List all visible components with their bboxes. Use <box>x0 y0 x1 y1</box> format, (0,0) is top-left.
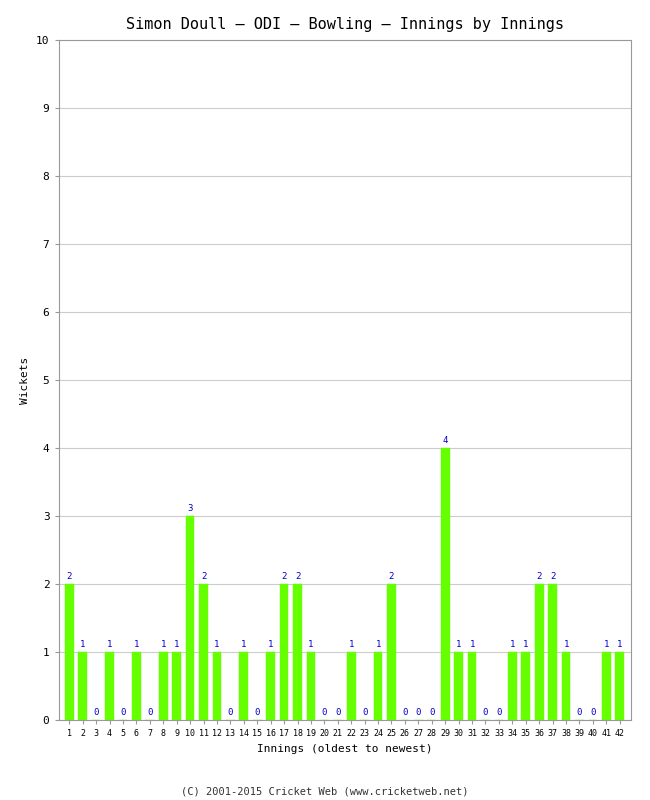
Bar <box>78 652 87 720</box>
Bar <box>132 652 141 720</box>
Text: 1: 1 <box>134 640 139 649</box>
Text: 1: 1 <box>107 640 112 649</box>
Bar <box>347 652 356 720</box>
Bar <box>535 584 543 720</box>
Text: 0: 0 <box>255 708 260 718</box>
Text: 1: 1 <box>80 640 85 649</box>
Bar <box>508 652 517 720</box>
Text: 2: 2 <box>536 571 542 581</box>
Text: 1: 1 <box>268 640 274 649</box>
Bar <box>199 584 208 720</box>
Bar <box>562 652 571 720</box>
Bar <box>213 652 221 720</box>
Text: 0: 0 <box>322 708 327 718</box>
Text: 1: 1 <box>523 640 528 649</box>
Bar <box>293 584 302 720</box>
Text: 1: 1 <box>617 640 623 649</box>
Bar <box>239 652 248 720</box>
Text: 2: 2 <box>66 571 72 581</box>
Text: 1: 1 <box>174 640 179 649</box>
Bar <box>172 652 181 720</box>
Text: 1: 1 <box>241 640 246 649</box>
Text: 0: 0 <box>429 708 434 718</box>
Title: Simon Doull – ODI – Bowling – Innings by Innings: Simon Doull – ODI – Bowling – Innings by… <box>125 17 564 32</box>
Bar <box>105 652 114 720</box>
Text: 1: 1 <box>161 640 166 649</box>
Bar <box>374 652 382 720</box>
Text: 0: 0 <box>590 708 595 718</box>
Text: 0: 0 <box>577 708 582 718</box>
Bar <box>468 652 476 720</box>
Text: 2: 2 <box>201 571 206 581</box>
Text: 0: 0 <box>362 708 367 718</box>
Bar <box>307 652 315 720</box>
Bar <box>521 652 530 720</box>
Text: 1: 1 <box>456 640 462 649</box>
Text: 1: 1 <box>308 640 313 649</box>
Bar <box>441 448 450 720</box>
Text: 1: 1 <box>348 640 354 649</box>
Text: 1: 1 <box>604 640 609 649</box>
Bar <box>387 584 396 720</box>
Text: 0: 0 <box>120 708 125 718</box>
X-axis label: Innings (oldest to newest): Innings (oldest to newest) <box>257 743 432 754</box>
Bar <box>159 652 168 720</box>
Text: 0: 0 <box>415 708 421 718</box>
Y-axis label: Wickets: Wickets <box>20 356 31 404</box>
Bar <box>602 652 611 720</box>
Text: 0: 0 <box>483 708 488 718</box>
Bar <box>548 584 557 720</box>
Text: 0: 0 <box>335 708 341 718</box>
Text: 1: 1 <box>510 640 515 649</box>
Bar <box>186 516 194 720</box>
Text: 1: 1 <box>214 640 220 649</box>
Text: 3: 3 <box>187 504 193 513</box>
Text: 1: 1 <box>376 640 381 649</box>
Text: 0: 0 <box>402 708 408 718</box>
Text: 2: 2 <box>295 571 300 581</box>
Bar <box>65 584 73 720</box>
Text: (C) 2001-2015 Cricket Web (www.cricketweb.net): (C) 2001-2015 Cricket Web (www.cricketwe… <box>181 786 469 796</box>
Text: 1: 1 <box>564 640 569 649</box>
Text: 2: 2 <box>281 571 287 581</box>
Text: 1: 1 <box>469 640 474 649</box>
Text: 0: 0 <box>496 708 502 718</box>
Bar <box>616 652 624 720</box>
Bar <box>454 652 463 720</box>
Bar <box>266 652 275 720</box>
Text: 0: 0 <box>94 708 99 718</box>
Text: 0: 0 <box>227 708 233 718</box>
Text: 2: 2 <box>550 571 555 581</box>
Text: 4: 4 <box>443 435 448 445</box>
Text: 0: 0 <box>147 708 153 718</box>
Text: 2: 2 <box>389 571 394 581</box>
Bar <box>280 584 289 720</box>
